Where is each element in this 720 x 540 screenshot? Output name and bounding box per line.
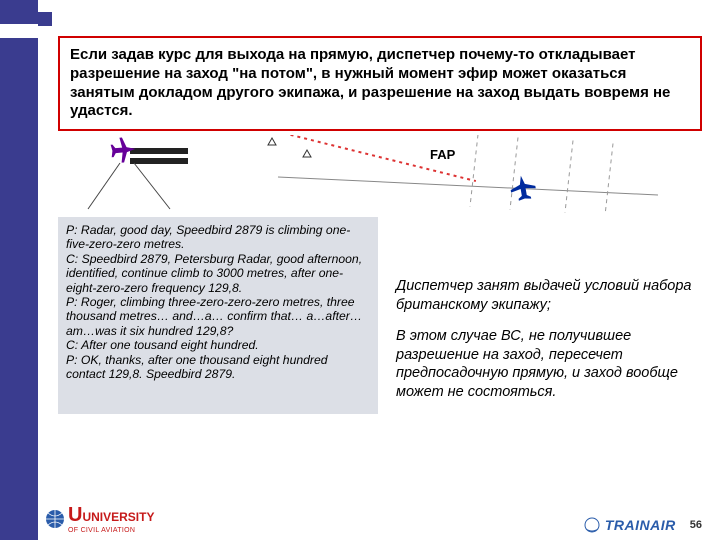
logo-text: UNIVERSITY [82,510,154,524]
un-icon [583,516,601,534]
main-text-box: Если задав курс для выхода на прямую, ди… [58,36,702,131]
university-logo: UUNIVERSITY OF CIVIL AVIATION [44,504,154,534]
side-accent [0,0,38,540]
explanation-1: Диспетчер занят выдачей условий набора б… [396,277,702,315]
slide-footer: UUNIVERSITY OF CIVIL AVIATION TRAINAIR 5… [0,510,720,540]
corner-square [38,12,52,26]
page-number: 56 [690,519,702,531]
fap-label: FAP [430,147,455,162]
main-text: Если задав курс для выхода на прямую, ди… [70,46,670,119]
departing-aircraft-icon [108,135,138,170]
trainair-text: TRAINAIR [605,517,676,533]
body-row: P: Radar, good day, Speedbird 2879 is cl… [58,217,702,414]
explanation-2: В этом случае ВС, не получившее разрешен… [396,327,702,402]
slide-content: Если задав курс для выхода на прямую, ди… [58,36,702,526]
approach-diagram: FAP [58,135,702,215]
approaching-aircraft-icon [508,173,538,208]
radio-dialog-box: P: Radar, good day, Speedbird 2879 is cl… [58,217,378,414]
explanation-column: Диспетчер занят выдачей условий набора б… [396,217,702,414]
globe-icon [44,508,66,530]
dialog-text: P: Radar, good day, Speedbird 2879 is cl… [66,223,362,381]
diagram-svg [58,135,698,215]
logo-sub: OF CIVIL AVIATION [68,527,154,534]
trainair-logo: TRAINAIR 56 [583,516,702,534]
